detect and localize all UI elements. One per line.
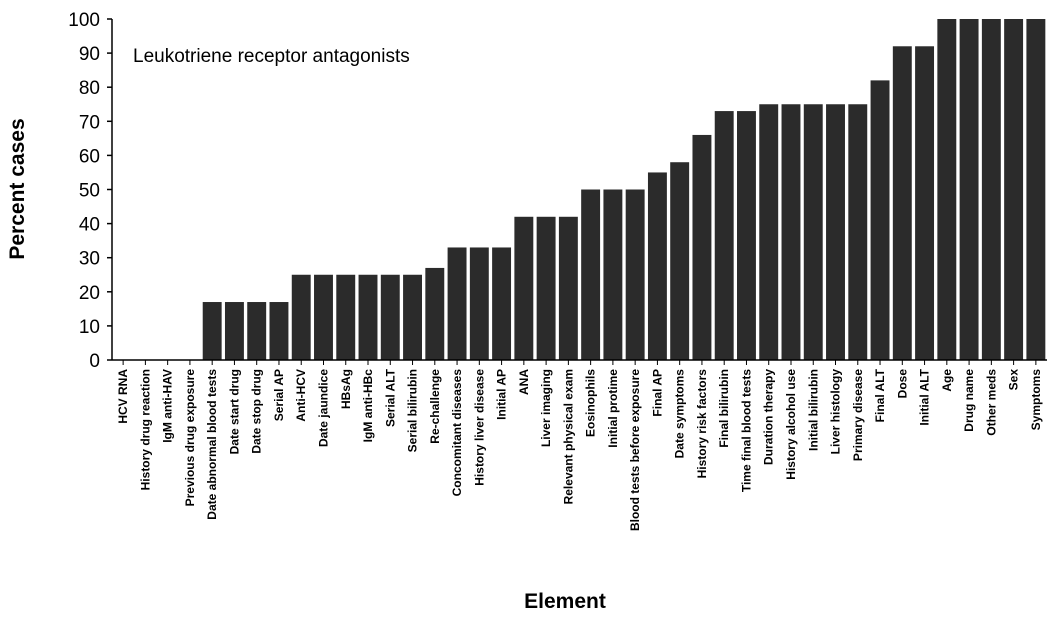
y-tick-label: 100 (68, 10, 100, 31)
bar (425, 267, 445, 360)
x-tick-label: Date stop drug (250, 369, 264, 454)
x-tick-label: Age (940, 369, 954, 392)
x-tick-label: IgM anti-HAV (161, 369, 175, 443)
x-tick-label: Re-challenge (428, 369, 442, 444)
bar (358, 274, 378, 360)
bar (826, 104, 845, 360)
y-tick-label: 10 (79, 317, 100, 338)
x-tick-label: Final ALT (873, 368, 887, 422)
bar (314, 274, 333, 360)
y-tick-label: 0 (89, 351, 100, 372)
y-axis-ticks: 0 10 20 30 40 50 60 70 80 90 100 (68, 10, 112, 372)
bar (1004, 19, 1024, 360)
bar (981, 19, 1001, 360)
bar (1026, 19, 1046, 360)
x-tick-label: Date symptoms (673, 369, 687, 459)
x-tick-label: Date start drug (227, 369, 241, 454)
x-tick-label: Previous drug exposure (183, 369, 197, 507)
x-tick-label: History liver disease (472, 369, 486, 486)
x-tick-label: Final bilirubin (717, 369, 731, 448)
x-tick-label: Primary disease (851, 369, 865, 461)
x-tick-label: Eosinophils (584, 369, 598, 437)
bar (336, 274, 356, 360)
x-tick-label: Date abnormal blood tests (205, 369, 219, 520)
bar (647, 172, 667, 360)
bar (581, 189, 601, 360)
y-tick-label: 40 (79, 215, 100, 236)
bar (469, 247, 489, 360)
bar (492, 247, 512, 360)
x-tick-label: History alcohol use (784, 369, 798, 480)
x-tick-label: Time final blood tests (739, 369, 753, 492)
y-tick-label: 50 (79, 181, 100, 202)
x-tick-label: IgM anti-HBc (361, 369, 375, 443)
x-tick-label: Final AP (650, 369, 664, 417)
x-axis-title: Element (524, 590, 606, 613)
bar (603, 189, 623, 360)
x-tick-label: Other meds (984, 369, 998, 436)
x-tick-label: Initial protime (606, 369, 620, 448)
bar (714, 111, 734, 360)
x-tick-label: Initial bilirubin (806, 369, 820, 451)
bar (247, 302, 267, 360)
x-tick-label: Liver histology (829, 369, 843, 455)
bar (291, 274, 311, 360)
bar (937, 19, 957, 360)
bar (848, 104, 868, 360)
bar (403, 274, 422, 360)
bar (870, 80, 890, 360)
y-tick-label: 70 (79, 112, 100, 133)
x-tick-label: Drug name (962, 369, 976, 432)
x-tick-label: Dose (895, 369, 909, 399)
x-tick-label: History drug reaction (138, 369, 152, 490)
x-tick-label: Concomitant diseases (450, 369, 464, 497)
chart-annotation: Leukotriene receptor antagonists (133, 46, 410, 67)
bar (737, 111, 756, 360)
y-tick-label: 20 (79, 283, 100, 304)
x-tick-label: Liver imaging (539, 369, 553, 447)
bar (380, 274, 400, 360)
y-tick-label: 80 (79, 78, 100, 99)
x-tick-label: Serial bilirubin (406, 369, 420, 452)
x-tick-label: HCV RNA (116, 369, 130, 424)
bar (224, 302, 244, 360)
y-tick-label: 60 (79, 146, 100, 167)
bar (781, 104, 801, 360)
x-tick-label: Sex (1007, 369, 1021, 391)
bar (670, 162, 690, 360)
bar (803, 104, 823, 360)
bar (759, 104, 779, 360)
x-tick-label: ANA (517, 369, 531, 395)
x-tick-label: Duration therapy (762, 369, 776, 465)
x-tick-label: Relevant physical exam (561, 369, 575, 504)
x-tick-label: History risk factors (695, 369, 709, 479)
x-tick-label: Blood tests before exposure (628, 369, 642, 531)
y-axis-title: Percent cases (6, 118, 29, 259)
x-tick-label: HBsAg (339, 369, 353, 409)
bar (558, 216, 578, 360)
bar (625, 189, 645, 360)
x-tick-label: Symptoms (1029, 369, 1043, 431)
x-tick-label: Date jaundice (316, 369, 330, 447)
x-tick-label: Serial AP (272, 369, 286, 421)
bar (269, 302, 289, 360)
bar (692, 134, 712, 360)
x-tick-label: Initial AP (495, 369, 509, 420)
x-tick-label: Anti-HCV (294, 369, 308, 422)
bar (447, 247, 467, 360)
bar (202, 302, 222, 360)
x-axis-ticks: HCV RNA History drug reaction IgM anti-HAV… (116, 360, 1043, 531)
bar (959, 19, 979, 360)
bar (915, 46, 935, 360)
bar (514, 216, 534, 360)
x-tick-label: Serial ALT (383, 368, 397, 427)
y-tick-label: 30 (79, 249, 100, 270)
bar (892, 46, 912, 360)
bars-group (202, 19, 1046, 360)
y-tick-label: 90 (79, 44, 100, 65)
bar (536, 216, 556, 360)
x-tick-label: Initial ALT (918, 368, 932, 425)
